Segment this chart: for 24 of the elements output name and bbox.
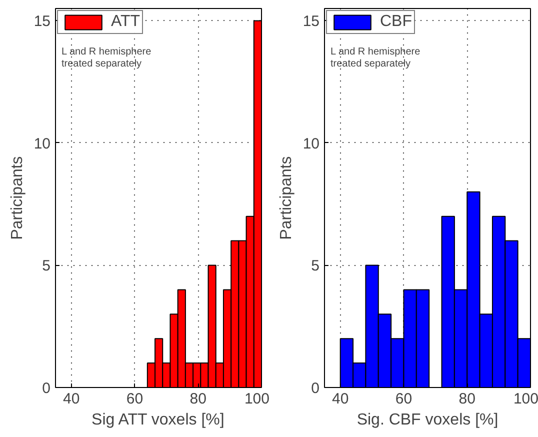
y-axis-title: Participants	[278, 156, 295, 240]
x-tick-label: 100	[513, 390, 538, 408]
annotation: L and R hemisphere treated separately	[330, 46, 421, 70]
x-tick-label: 80	[458, 390, 476, 408]
y-tick-label: 10	[302, 135, 320, 152]
x-tick-label: 40	[332, 390, 349, 408]
y-tick-label: 10	[34, 135, 51, 152]
x-tick-label: 80	[190, 390, 206, 408]
x-axis-title: Sig. CBF voxels [%]	[356, 412, 498, 428]
legend-label: CBF	[380, 13, 412, 31]
x-tick-label: 60	[126, 390, 144, 408]
x-tick-label: 100	[244, 390, 270, 408]
y-tick-label: 5	[311, 258, 320, 275]
y-tick-label: 15	[302, 13, 320, 30]
y-tick-label: 15	[34, 13, 51, 30]
y-tick-label: 5	[42, 258, 50, 275]
annotation: L and R hemisphere treated separately	[62, 46, 152, 70]
legend-label: ATT	[111, 13, 140, 31]
x-tick-label: 40	[63, 390, 80, 408]
y-tick-label: 0	[311, 380, 320, 397]
x-tick-label: 60	[395, 390, 412, 408]
y-axis-title: Participants	[8, 156, 26, 240]
y-tick-label: 0	[42, 380, 50, 397]
x-axis-title: Sig ATT voxels [%]	[92, 412, 224, 428]
